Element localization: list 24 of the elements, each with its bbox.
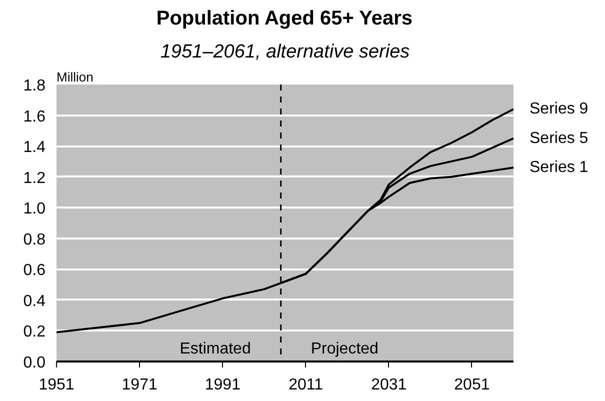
x-tick-label: 1971 — [122, 376, 158, 394]
annotation: Projected — [310, 340, 378, 358]
annotation: Estimated — [180, 340, 251, 358]
y-tick-label: 0.2 — [23, 324, 46, 341]
y-tick-label: 0.6 — [23, 262, 46, 280]
y-tick-label: 1.0 — [23, 200, 46, 218]
y-tick-label: 0.0 — [23, 354, 46, 372]
y-axis-title: Million — [56, 70, 94, 84]
y-tick-label: 1.6 — [23, 108, 46, 126]
x-tick-label: 2031 — [371, 376, 407, 394]
series-label: Series 9 — [530, 100, 588, 118]
y-tick-label: 0.4 — [23, 292, 46, 310]
y-tick-label: 1.8 — [23, 78, 46, 94]
x-tick-label: 1951 — [38, 376, 74, 394]
x-tick-label: 2051 — [454, 376, 490, 394]
chart-subtitle: 1951–2061, alternative series — [160, 42, 410, 62]
y-tick-label: 0.8 — [23, 231, 46, 248]
chart-title: Population Aged 65+ Years — [156, 8, 413, 30]
series-label: Series 1 — [530, 159, 588, 176]
series-label: Series 5 — [530, 130, 588, 147]
y-tick-label: 1.2 — [23, 170, 46, 187]
x-tick-label: 1991 — [204, 376, 241, 394]
x-tick-label: 2011 — [288, 376, 324, 394]
y-tick-label: 1.4 — [23, 139, 46, 156]
